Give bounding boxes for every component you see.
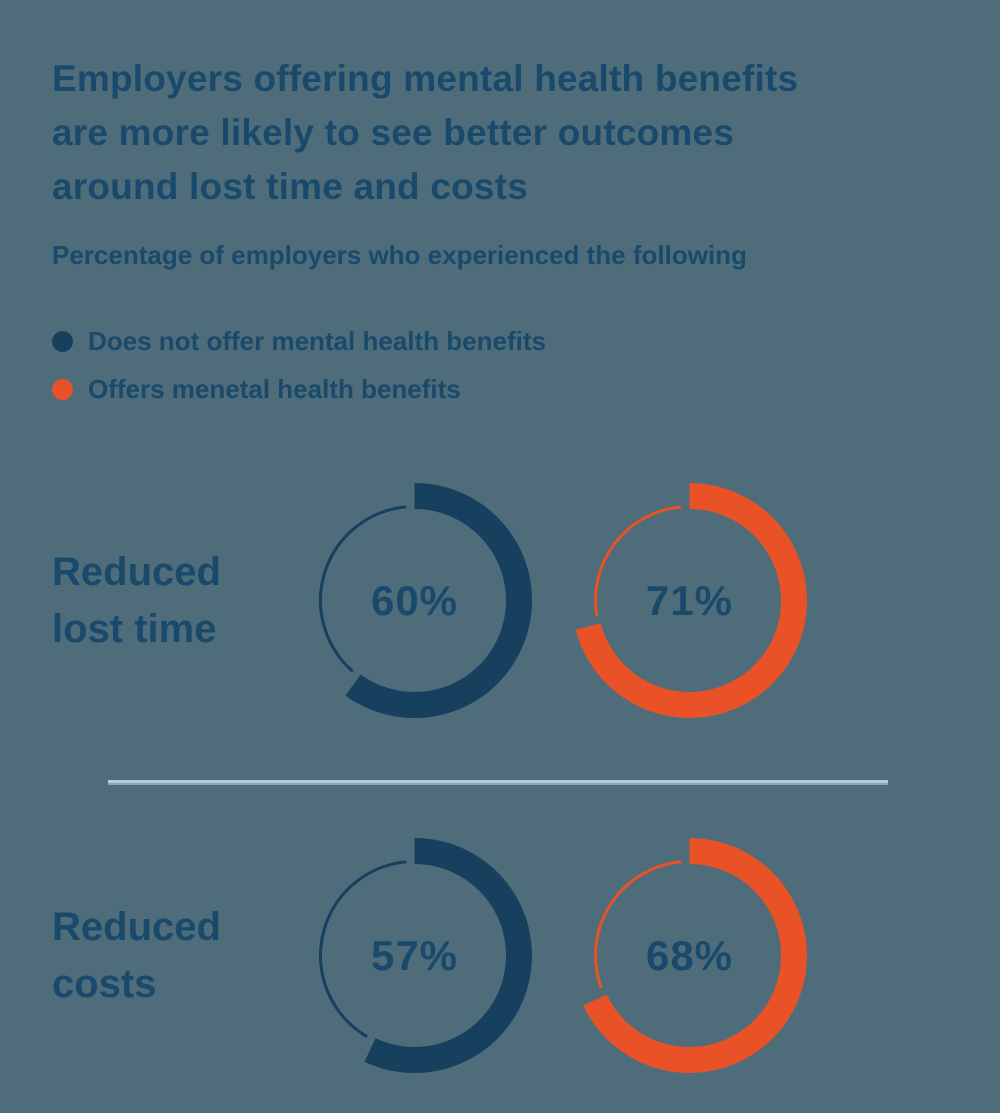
donut-ring <box>583 838 807 1073</box>
legend-label: Offers menetal health benefits <box>88 374 461 404</box>
legend: Does not offer mental health benefits Off… <box>52 326 1000 405</box>
donut-chart: 57% <box>297 838 532 1073</box>
donut-remainder-outline <box>319 505 407 673</box>
donut-value-arc <box>575 483 807 718</box>
donut-ring <box>575 483 807 718</box>
donut-chart: 68% <box>572 838 807 1073</box>
legend-color-dot-icon <box>52 331 73 352</box>
donut-value-arc <box>364 838 532 1073</box>
chart-row: Reduced lost time 60% 71% <box>0 483 1000 718</box>
chart-subtitle: Percentage of employers who experienced … <box>52 240 747 270</box>
legend-item: Does not offer mental health benefits <box>52 326 1000 357</box>
donut-chart: 60% <box>297 483 532 718</box>
donut-remainder-outline <box>594 860 682 989</box>
donut-value-label: 60% <box>370 576 459 624</box>
category-label: Reduced costs <box>52 904 221 1006</box>
donut-value-arc <box>345 483 532 718</box>
category-label: Reduced lost time <box>52 549 221 651</box>
chart-row: Reduced costs 57% 68% <box>0 838 1000 1073</box>
donut-ring <box>319 483 532 718</box>
donut-remainder-outline <box>593 505 682 617</box>
legend-color-dot-icon <box>52 379 73 400</box>
donut-ring <box>319 838 532 1073</box>
donut-remainder-outline <box>319 860 407 1039</box>
donut-value-label: 68% <box>645 931 734 979</box>
donut-value-label: 71% <box>645 576 734 624</box>
donut-chart: 71% <box>572 483 807 718</box>
donut-value-arc <box>583 838 807 1073</box>
legend-item: Offers menetal health benefits <box>52 374 1000 405</box>
row-divider <box>108 780 888 785</box>
donut-value-label: 57% <box>370 931 459 979</box>
donut-rows: Reduced lost time 60% 71% Reduced costs 57% 6… <box>0 483 1000 1073</box>
chart-title: Employers offering mental health benefit… <box>52 58 799 207</box>
legend-label: Does not offer mental health benefits <box>88 326 546 356</box>
